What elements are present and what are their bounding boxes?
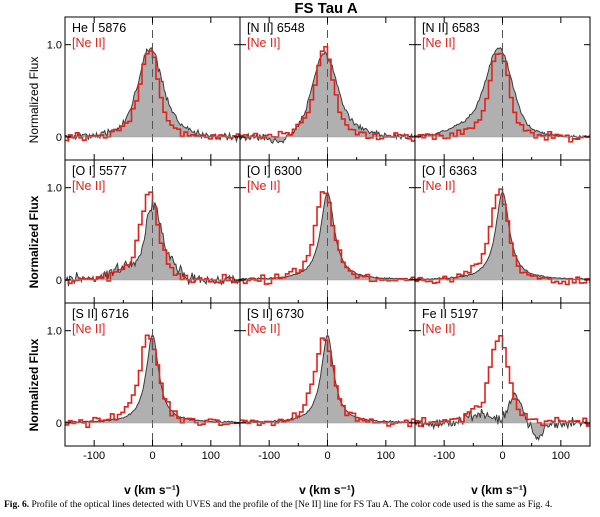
line-profile-fill (65, 334, 240, 424)
line-profile-fill (240, 191, 415, 280)
panel-ne-ii-label: [Ne II] (72, 322, 105, 336)
panel-3: [N II] 6583[Ne II] (414, 16, 591, 161)
y-axis-label-bottom: Normalized Flux (27, 338, 41, 431)
ne-ii-profile (415, 335, 590, 427)
panel-line-label: He I 5876 (72, 21, 126, 35)
ne-ii-profile (240, 191, 415, 285)
caption-text: Profile of the optical lines detected wi… (31, 500, 553, 510)
panel-plot-area (240, 160, 415, 303)
panel-ne-ii-label: [Ne II] (247, 179, 280, 193)
y-tick-label: 1.0 (47, 326, 62, 338)
ne-ii-profile (415, 52, 590, 143)
panel-line-label: [O I] 6300 (247, 164, 302, 178)
panel-line-label: [S II] 6716 (72, 307, 129, 321)
y-tick-label: 0 (56, 132, 62, 144)
x-axis-label-left: v (km s⁻¹) (124, 483, 180, 497)
panel-line-label: [O I] 6363 (422, 164, 477, 178)
line-profile-fill (415, 192, 590, 280)
panel-line-label: [S II] 6730 (247, 307, 304, 321)
panel-ne-ii-label: [Ne II] (422, 179, 455, 193)
x-axis-label-center: v (km s⁻¹) (299, 483, 355, 497)
panel-plot-area (240, 17, 415, 160)
y-tick-label: 0 (56, 275, 62, 287)
line-profile (415, 391, 590, 442)
line-profile-fill (240, 335, 415, 424)
x-tick-label: 100 (377, 450, 395, 462)
x-tick-label: -100 (83, 450, 105, 462)
chart-title: FS Tau A (294, 0, 358, 17)
panel-2: [N II] 6548[Ne II] (239, 16, 416, 161)
panel-4: 0 1.0 [O I] 5577[Ne II] (47, 159, 241, 304)
panel-1: 0 1.0 He I 5876[Ne II] (47, 16, 241, 161)
x-tick-label: 0 (149, 450, 155, 462)
ne-ii-profile (65, 50, 240, 142)
ne-ii-profile (65, 334, 240, 428)
panel-line-label: Fe II 5197 (422, 307, 478, 321)
x-tick-label: 100 (202, 450, 220, 462)
x-tick-label: 100 (552, 450, 570, 462)
panel-5: [O I] 6300[Ne II] (239, 159, 416, 304)
panel-ne-ii-label: [Ne II] (247, 36, 280, 50)
y-axis-label-middle: Normalized Flux (27, 195, 41, 288)
panel-8: -100 0 100 [S II] 6730[Ne II] (239, 302, 416, 462)
panel-line-label: [N II] 6548 (247, 21, 305, 35)
panel-plot-area (415, 17, 590, 160)
ne-ii-profile (415, 188, 590, 286)
ne-ii-profile (240, 45, 415, 142)
y-axis-label-top: Normalized Flux (27, 57, 41, 144)
panel-7: 0 1.0 -100 0 100 [S II] 6716[Ne II] (47, 302, 241, 462)
x-tick-label: -100 (433, 450, 455, 462)
panel-ne-ii-label: [Ne II] (72, 179, 105, 193)
y-tick-label: 1.0 (47, 40, 62, 52)
figure-caption: Fig. 6. Profile of the optical lines det… (4, 500, 596, 510)
x-tick-label: 0 (324, 450, 330, 462)
x-tick-label: 0 (499, 450, 505, 462)
panel-6: [O I] 6363[Ne II] (414, 159, 591, 304)
line-profile-fill (65, 47, 240, 142)
y-tick-label: 0 (56, 418, 62, 430)
caption-label: Fig. 6. (4, 500, 30, 510)
panel-plot-area (65, 303, 240, 446)
panel-ne-ii-label: [Ne II] (422, 36, 455, 50)
ne-ii-profile (240, 337, 415, 428)
panel-ne-ii-label: [Ne II] (247, 322, 280, 336)
panel-line-label: [O I] 5577 (72, 164, 127, 178)
panel-9: -100 0 100 Fe II 5197[Ne II] (414, 302, 591, 462)
panel-line-label: [N II] 6583 (422, 21, 480, 35)
panel-plot-area (65, 160, 240, 303)
panel-plot-area (240, 303, 415, 446)
x-axis-label-right: v (km s⁻¹) (471, 483, 527, 497)
panel-plot-area (65, 17, 240, 160)
panel-plot-area (415, 303, 590, 446)
panel-plot-area (415, 160, 590, 303)
panel-grid: 01.0He I 5876[Ne II][N II] 6548[Ne II][N… (47, 16, 591, 462)
panel-ne-ii-label: [Ne II] (422, 322, 455, 336)
line-profile-fill (415, 47, 590, 139)
panel-ne-ii-label: [Ne II] (72, 36, 105, 50)
x-tick-label: -100 (258, 450, 280, 462)
y-tick-label: 1.0 (47, 183, 62, 195)
